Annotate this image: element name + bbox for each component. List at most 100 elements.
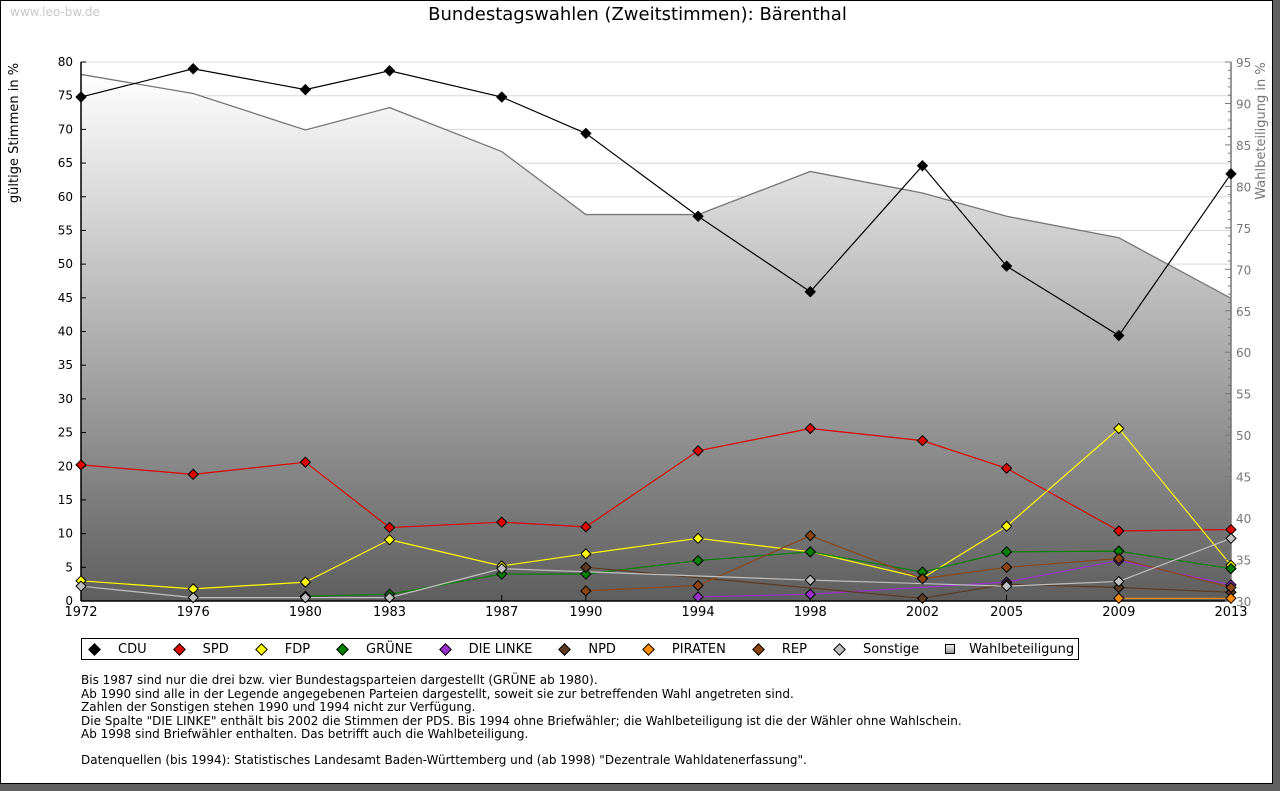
x-tick-label: 2013 bbox=[1214, 605, 1247, 620]
y-tick-label: 25 bbox=[58, 426, 73, 440]
data-point-npd bbox=[1113, 581, 1125, 594]
footnote-line: Ab 1990 sind alle in der Legende angegeb… bbox=[81, 686, 794, 701]
data-point-fdp bbox=[1113, 422, 1125, 435]
series-line-cdu bbox=[80, 68, 1232, 337]
data-point-sonstige bbox=[1000, 580, 1013, 592]
y-right-tick-label: 45 bbox=[1236, 471, 1251, 485]
legend-label: Wahlbeteiligung bbox=[969, 641, 1075, 657]
data-point-npd bbox=[916, 592, 929, 605]
data-point-sonstige bbox=[187, 591, 199, 604]
legend-marker-icon bbox=[833, 642, 846, 656]
y-right-tick-label: 85 bbox=[1236, 139, 1251, 153]
y-axis-right-label: Wahlbeteiligung in % bbox=[1254, 62, 1269, 199]
data-point-npd bbox=[580, 561, 592, 574]
legend-marker-icon bbox=[254, 642, 268, 656]
legend-item: SPD bbox=[172, 641, 229, 657]
x-tick-label: 1987 bbox=[485, 605, 518, 620]
data-point-rep bbox=[804, 529, 816, 542]
y-right-tick-label: 65 bbox=[1236, 305, 1251, 319]
data-point-rep bbox=[1000, 561, 1013, 574]
x-tick-label: 1983 bbox=[373, 605, 406, 620]
data-point-cdu bbox=[580, 127, 592, 140]
footnote-line: Bis 1987 sind nur die drei bzw. vier Bun… bbox=[81, 673, 598, 687]
y-tick-label: 10 bbox=[58, 527, 73, 541]
data-point-piraten bbox=[1225, 592, 1237, 605]
legend-label: SPD bbox=[202, 641, 229, 657]
data-point-spd bbox=[804, 422, 816, 435]
legend-item: Wahlbeteiligung bbox=[945, 642, 1074, 657]
legend-marker-icon bbox=[438, 642, 452, 656]
data-point-cdu bbox=[75, 91, 87, 103]
data-point-rep bbox=[1113, 552, 1125, 565]
y-right-tick-label: 70 bbox=[1236, 263, 1251, 277]
y-tick-label: 70 bbox=[58, 122, 73, 136]
y-right-tick-label: 80 bbox=[1236, 180, 1251, 194]
legend-label: PIRATEN bbox=[671, 641, 726, 657]
data-source-note: Datenquellen (bis 1994): Statistisches L… bbox=[81, 753, 807, 767]
data-point-spd bbox=[75, 459, 87, 471]
data-point-cdu bbox=[692, 210, 704, 222]
y-tick-label: 50 bbox=[58, 257, 73, 271]
data-point-grüne bbox=[1225, 562, 1237, 575]
data-point-grüne bbox=[804, 546, 816, 558]
y-right-tick-label: 55 bbox=[1236, 388, 1251, 402]
legend-marker-icon bbox=[88, 642, 101, 656]
data-point-fdp bbox=[1000, 520, 1013, 532]
legend-item: FDP bbox=[254, 641, 311, 657]
y-right-tick-label: 35 bbox=[1236, 554, 1251, 568]
data-point-spd bbox=[580, 521, 592, 533]
data-point-grüne bbox=[692, 554, 704, 567]
legend-marker-icon bbox=[752, 642, 765, 656]
chart-title: Bundestagswahlen (Zweitstimmen): Bärenth… bbox=[428, 4, 847, 25]
footnote-line: Zahlen der Sonstigen stehen 1990 und 199… bbox=[81, 700, 476, 714]
data-point-die-linke bbox=[804, 588, 816, 600]
data-point-die-linke bbox=[692, 591, 704, 603]
data-point-sonstige bbox=[1113, 575, 1125, 588]
legend-label: Sonstige bbox=[862, 641, 920, 657]
data-point-spd bbox=[383, 521, 396, 534]
legend-label: NPD bbox=[588, 641, 616, 657]
y-right-tick-label: 30 bbox=[1236, 595, 1251, 609]
x-tick-label: 2002 bbox=[906, 605, 939, 620]
y-right-tick-label: 90 bbox=[1236, 97, 1251, 111]
legend-item: CDU bbox=[88, 642, 147, 657]
data-point-fdp bbox=[299, 576, 312, 588]
legend-label: CDU bbox=[118, 641, 147, 657]
chart-canvas: 0 5 10 15 20 25 30 35 40 45 50 55 60 65 70 75 80 30 35 40 45… bbox=[7, 55, 1269, 620]
x-tick-label: 1980 bbox=[289, 605, 322, 620]
data-point-cdu bbox=[804, 286, 816, 298]
y-right-tick-label: 40 bbox=[1236, 512, 1251, 526]
data-point-fdp bbox=[692, 532, 704, 545]
watermark: www.leo-bw.de bbox=[10, 5, 100, 19]
y-tick-label: 75 bbox=[58, 89, 73, 103]
y-tick-label: 60 bbox=[58, 190, 73, 204]
data-point-spd bbox=[1000, 462, 1013, 474]
data-point-rep bbox=[916, 573, 929, 585]
data-point-spd bbox=[692, 445, 704, 457]
legend-marker-icon bbox=[558, 642, 572, 656]
wahlbeteiligung-area bbox=[81, 74, 1231, 601]
legend-label: DIE LINKE bbox=[468, 641, 533, 657]
legend-item: GRÜNE bbox=[336, 642, 413, 657]
data-point-cdu bbox=[299, 83, 312, 96]
y-right-tick-label: 60 bbox=[1236, 346, 1251, 360]
data-point-spd bbox=[299, 456, 312, 468]
y-tick-label: 15 bbox=[58, 493, 73, 507]
legend: CDU SPD FDP GRÜNE DIE LINKE NPD PIRATEN REP Sons… bbox=[81, 638, 1080, 660]
legend-label: REP bbox=[781, 641, 807, 657]
data-point-fdp bbox=[383, 533, 396, 546]
data-point-cdu bbox=[916, 160, 929, 172]
data-point-fdp bbox=[580, 548, 592, 560]
y-tick-label: 35 bbox=[58, 358, 73, 372]
series-line-grüne bbox=[305, 550, 1232, 597]
y-tick-label: 65 bbox=[58, 156, 73, 170]
y-tick-label: 45 bbox=[58, 291, 73, 305]
x-tick-label: 1976 bbox=[177, 605, 210, 620]
x-tick-label: 2005 bbox=[990, 605, 1023, 620]
data-point-spd bbox=[187, 468, 199, 481]
legend-marker-icon bbox=[336, 642, 349, 656]
legend-label: FDP bbox=[284, 641, 311, 657]
data-point-cdu bbox=[1113, 329, 1125, 342]
y-tick-label: 20 bbox=[58, 459, 73, 473]
